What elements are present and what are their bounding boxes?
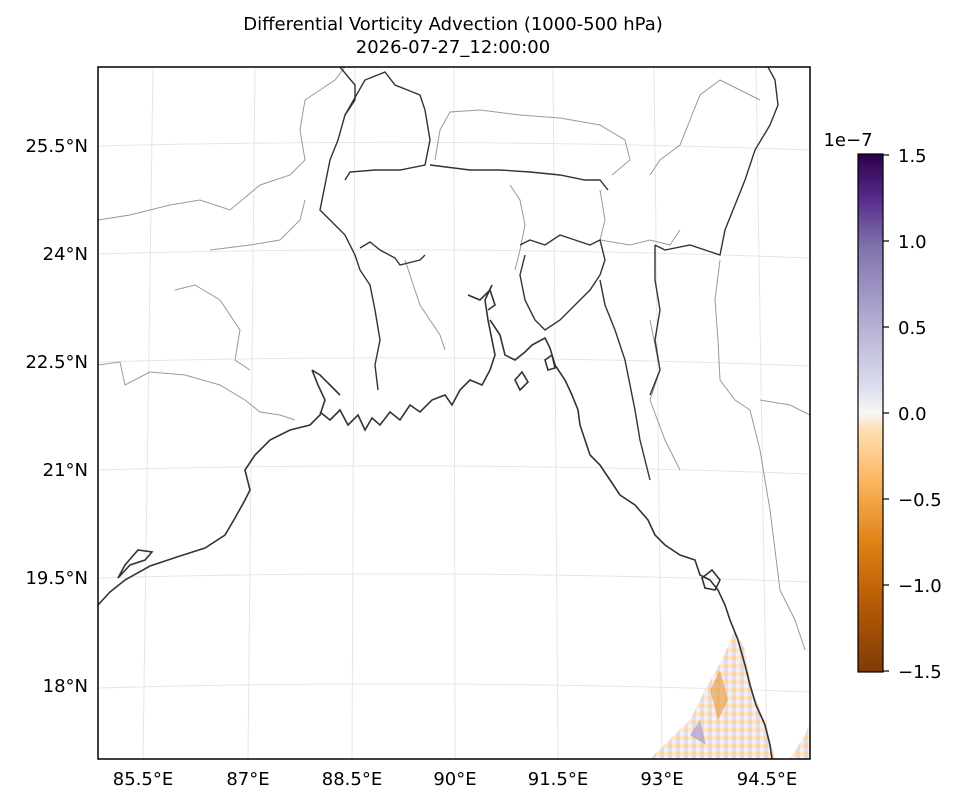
lon-label: 93°E	[640, 769, 683, 790]
lat-label: 25.5°N	[25, 136, 88, 157]
gridline-lon	[142, 67, 154, 759]
colorbar-tick: −1.0	[898, 576, 942, 597]
country-borders	[319, 67, 779, 481]
gridline-lon	[247, 67, 256, 759]
gridline-lon	[351, 67, 356, 759]
colorbar-tick: 0.5	[898, 318, 927, 339]
colorbar: 1e−7 1.5 1.0 0.5 0.0 −0.5 −1.0 −1.5	[823, 130, 941, 683]
lon-label: 88.5°E	[322, 769, 382, 790]
lat-label: 24°N	[43, 244, 88, 265]
gridline-lon	[653, 67, 663, 759]
colorbar-tick: −1.5	[898, 662, 942, 683]
colorbar-tick: −0.5	[898, 490, 942, 511]
gridline-lon	[755, 67, 768, 759]
lat-label: 19.5°N	[25, 568, 88, 589]
chart-title: Differential Vorticity Advection (1000-5…	[243, 14, 663, 35]
lat-label: 18°N	[43, 676, 88, 697]
map-frame	[97, 66, 811, 760]
lon-label: 90°E	[433, 769, 476, 790]
lon-label: 91.5°E	[528, 769, 588, 790]
map-panel[interactable]	[97, 66, 811, 760]
lat-axis: 25.5°N 24°N 22.5°N 21°N 19.5°N 18°N	[25, 136, 88, 697]
gridline-lat	[98, 465, 810, 475]
gridline-lon	[453, 67, 456, 759]
lon-label: 85.5°E	[113, 769, 173, 790]
gridline-lat	[98, 357, 810, 367]
lat-label: 21°N	[43, 460, 88, 481]
gridline-lon	[552, 67, 559, 759]
coastline	[98, 284, 773, 759]
colorbar-tick: 1.0	[898, 232, 927, 253]
colorbar-tick: 0.0	[898, 404, 927, 425]
colorbar-gradient	[857, 153, 884, 673]
lat-label: 22.5°N	[25, 352, 88, 373]
chart-subtitle: 2026-07-27_12:00:00	[356, 37, 550, 58]
lon-label: 94.5°E	[737, 769, 797, 790]
colorbar-tick: 1.5	[898, 146, 927, 167]
gridlines	[98, 67, 810, 759]
colorbar-scale-label: 1e−7	[823, 130, 872, 151]
gridline-lat	[98, 141, 810, 151]
lon-axis: 85.5°E 87°E 88.5°E 90°E 91.5°E 93°E 94.5…	[113, 769, 797, 790]
gridline-lat	[98, 249, 810, 259]
lon-label: 87°E	[226, 769, 269, 790]
